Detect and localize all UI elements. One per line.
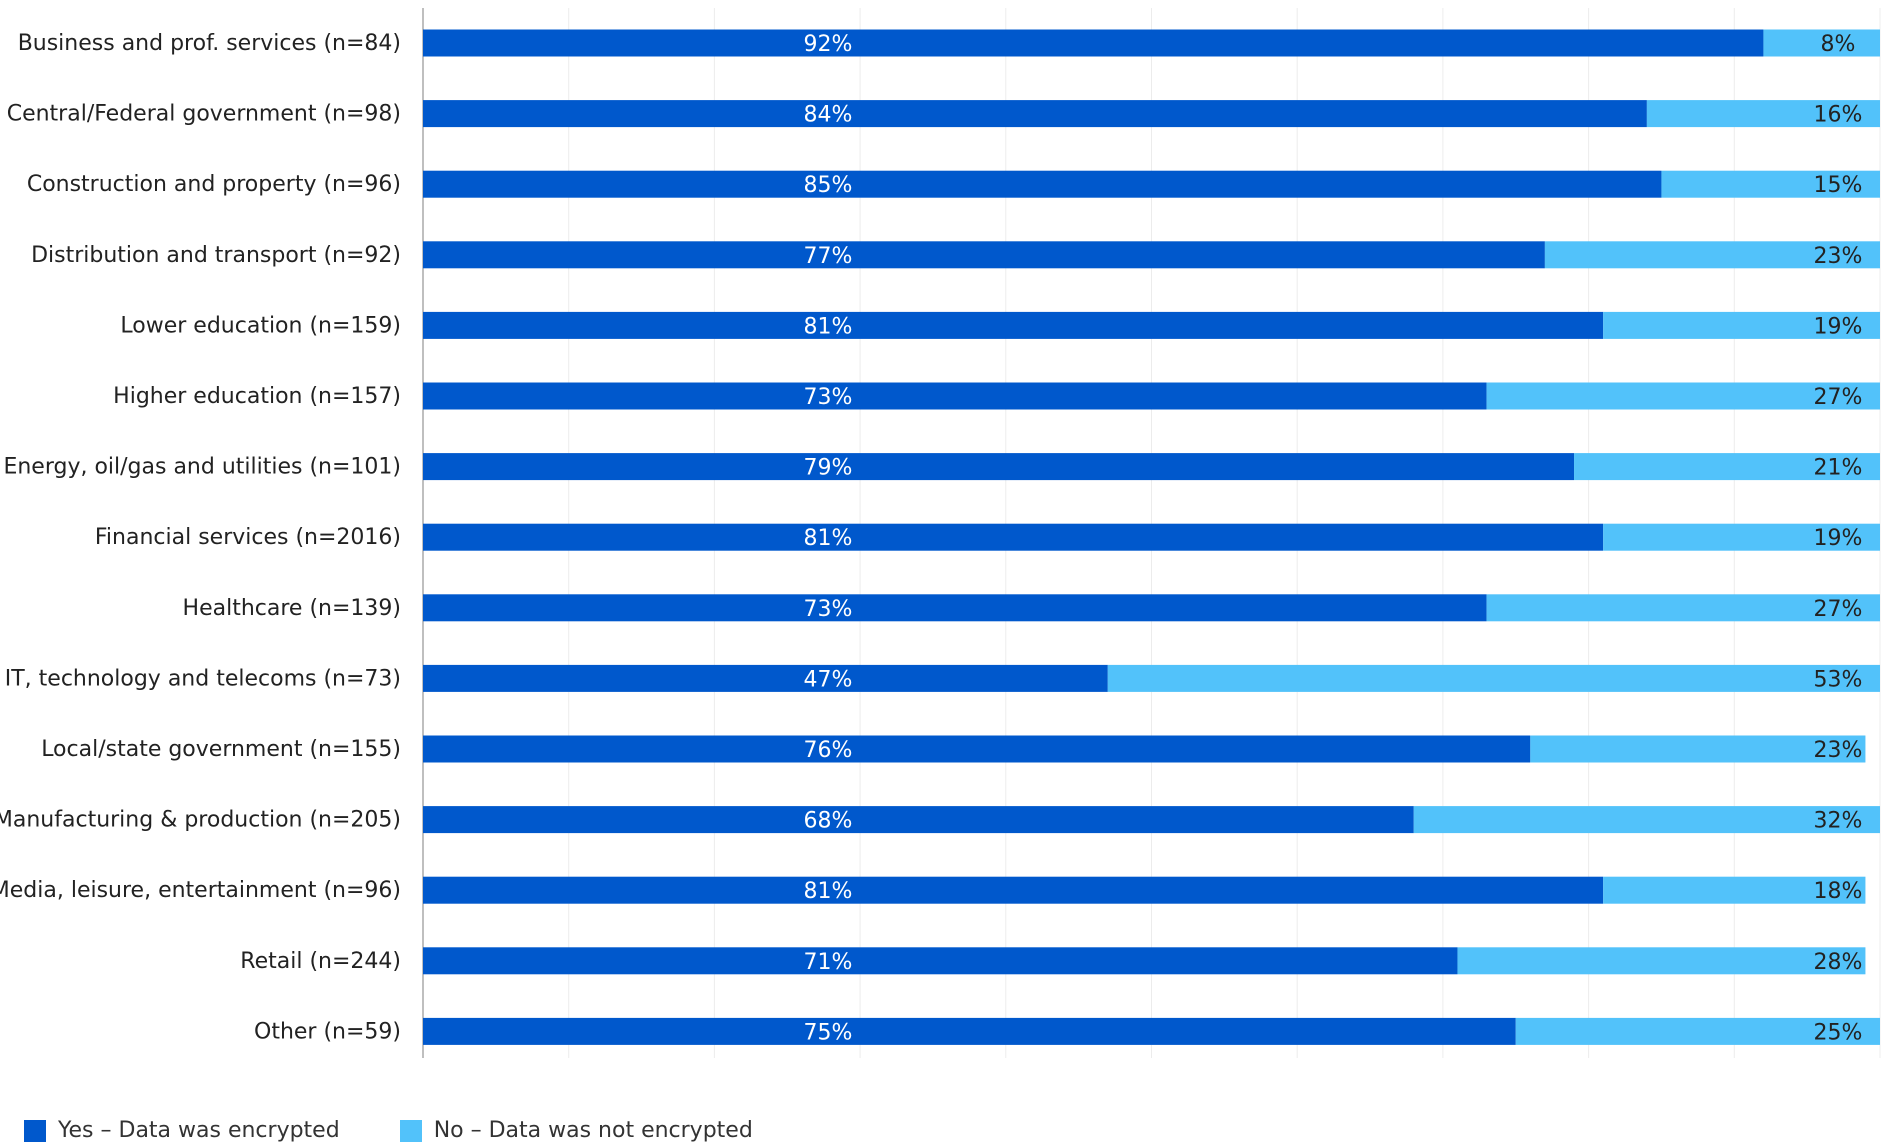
bar-no — [1763, 29, 1880, 57]
bar-yes — [423, 29, 1764, 57]
category-label: Business and prof. services (n=84) — [18, 31, 401, 56]
data-label-no: 25% — [1814, 1020, 1863, 1045]
bars: 92% 8% 84% 16% 85% 15% 77% 23% 81% 19% 73% 27% 79% 21… — [423, 29, 1880, 1045]
bar-yes — [423, 1017, 1516, 1045]
legend-item-yes: Yes – Data was encrypted — [24, 1118, 340, 1143]
bar-no — [1544, 241, 1880, 269]
bar-no — [1515, 1017, 1880, 1045]
data-label-yes: 85% — [804, 173, 853, 198]
data-label-yes: 79% — [804, 456, 853, 481]
bar-no — [1107, 664, 1880, 692]
bar-yes — [423, 735, 1531, 763]
data-label-yes: 47% — [804, 667, 853, 692]
bar-yes — [423, 876, 1604, 904]
bar-no — [1486, 382, 1880, 410]
category-label: Local/state government (n=155) — [41, 737, 401, 762]
bar-no — [1413, 806, 1880, 834]
legend-label-no: No – Data was not encrypted — [433, 1118, 753, 1143]
data-label-no: 27% — [1814, 597, 1863, 622]
legend: Yes – Data was encrypted No – Data was n… — [24, 1118, 753, 1143]
data-label-no: 16% — [1814, 103, 1863, 128]
bar-no — [1457, 947, 1866, 975]
category-label: Energy, oil/gas and utilities (n=101) — [3, 455, 401, 480]
category-label: Retail (n=244) — [240, 949, 401, 974]
data-label-yes: 77% — [804, 244, 853, 269]
category-label: Manufacturing & production (n=205) — [0, 808, 401, 833]
bar-no — [1646, 100, 1880, 128]
data-label-yes: 73% — [804, 597, 853, 622]
data-label-no: 18% — [1814, 879, 1863, 904]
category-label: Other (n=59) — [254, 1019, 401, 1044]
data-label-yes: 68% — [804, 809, 853, 834]
category-label: Central/Federal government (n=98) — [7, 102, 401, 127]
bar-yes — [423, 170, 1662, 198]
bar-no — [1603, 311, 1880, 339]
bar-no — [1486, 594, 1880, 622]
bar-yes — [423, 594, 1487, 622]
bar-yes — [423, 311, 1604, 339]
bar-yes — [423, 453, 1575, 481]
data-label-no: 23% — [1814, 738, 1863, 763]
data-label-yes: 71% — [804, 950, 853, 975]
data-label-yes: 81% — [804, 879, 853, 904]
data-label-yes: 81% — [804, 314, 853, 339]
data-label-no: 23% — [1814, 244, 1863, 269]
bar-yes — [423, 100, 1647, 128]
category-label: Financial services (n=2016) — [95, 525, 401, 550]
category-labels: Business and prof. services (n=84) Centra… — [0, 31, 401, 1044]
bar-no — [1603, 876, 1866, 904]
data-label-no: 8% — [1821, 32, 1856, 57]
legend-item-no: No – Data was not encrypted — [399, 1118, 753, 1143]
category-label: Healthcare (n=139) — [183, 596, 401, 621]
category-label: Distribution and transport (n=92) — [31, 243, 401, 268]
data-label-yes: 73% — [804, 385, 853, 410]
category-label: Media, leisure, entertainment (n=96) — [0, 878, 401, 903]
legend-swatch-no — [399, 1119, 422, 1142]
data-label-yes: 81% — [804, 526, 853, 551]
bar-no — [1603, 523, 1880, 551]
bar-no — [1574, 453, 1880, 481]
data-label-yes: 84% — [804, 103, 853, 128]
bar-yes — [423, 664, 1108, 692]
bar-no — [1530, 735, 1866, 763]
data-label-no: 21% — [1814, 456, 1863, 481]
category-label: IT, technology and telecoms (n=73) — [5, 666, 401, 691]
bar-yes — [423, 241, 1545, 269]
data-label-yes: 76% — [804, 738, 853, 763]
data-label-no: 32% — [1814, 809, 1863, 834]
data-label-no: 19% — [1814, 314, 1863, 339]
data-label-no: 28% — [1814, 950, 1863, 975]
bar-yes — [423, 523, 1604, 551]
legend-swatch-yes — [24, 1119, 46, 1142]
bar-yes — [423, 806, 1414, 834]
category-label: Lower education (n=159) — [120, 313, 401, 338]
data-label-no: 53% — [1814, 667, 1863, 692]
data-label-no: 19% — [1814, 526, 1863, 551]
category-label: Higher education (n=157) — [113, 384, 401, 409]
legend-label-yes: Yes – Data was encrypted — [58, 1118, 340, 1143]
bar-yes — [423, 947, 1458, 975]
bar-yes — [423, 382, 1487, 410]
data-label-yes: 92% — [804, 32, 853, 57]
category-label: Construction and property (n=96) — [27, 172, 401, 197]
data-label-no: 27% — [1814, 385, 1863, 410]
data-label-yes: 75% — [804, 1020, 853, 1045]
bar-no — [1661, 170, 1880, 198]
data-label-no: 15% — [1814, 173, 1863, 198]
